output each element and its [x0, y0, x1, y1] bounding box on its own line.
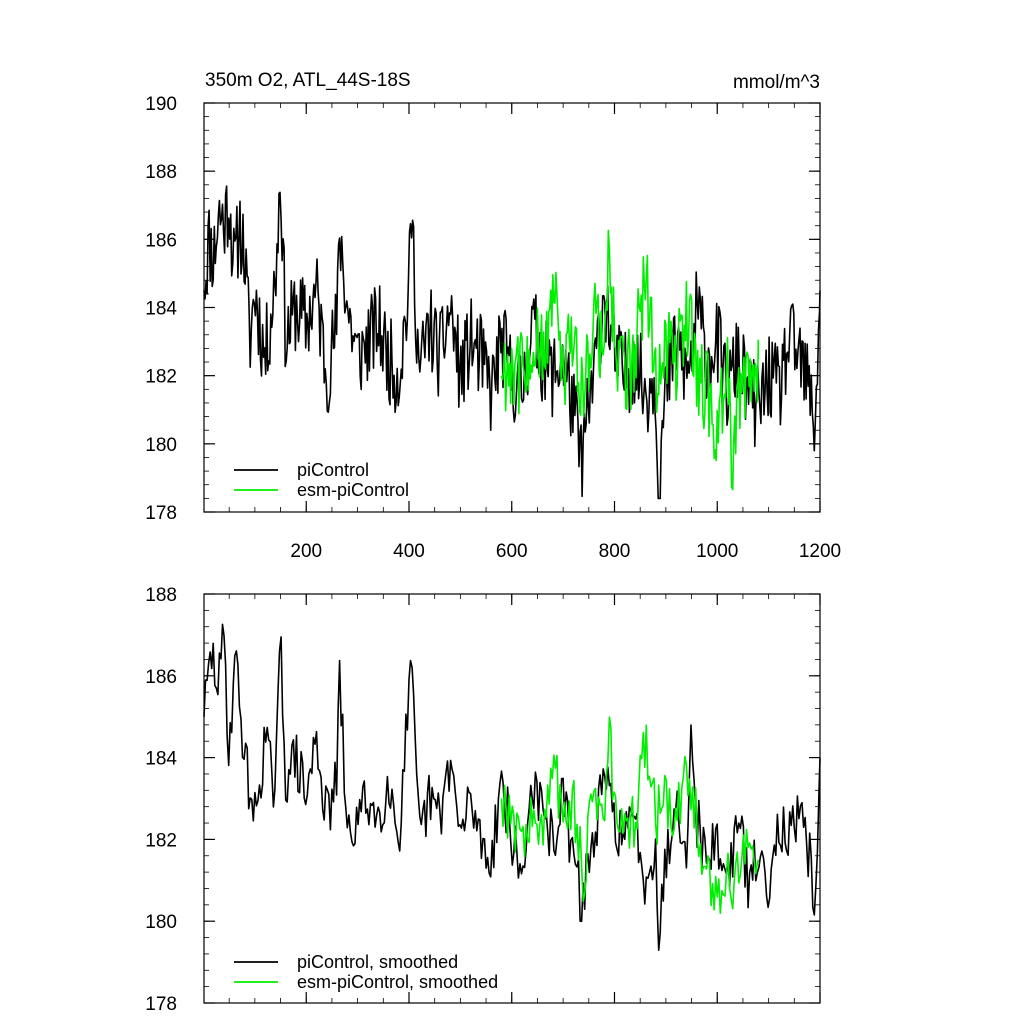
- series-group: [203, 623, 821, 952]
- y-tick-label: 188: [145, 585, 177, 606]
- chart-title: 350m O2, ATL_44S-18S: [205, 70, 411, 91]
- legend-label: piControl, smoothed: [297, 952, 458, 972]
- series-line-esm-picontrol: [500, 229, 760, 491]
- chart-units: mmol/m^3: [733, 72, 820, 93]
- y-tick-label: 188: [145, 162, 177, 183]
- y-tick-label: 178: [145, 503, 177, 524]
- legend-label: piControl: [297, 460, 369, 480]
- y-tick-label: 182: [145, 367, 177, 388]
- legend-label: esm-piControl, smoothed: [297, 972, 498, 992]
- y-tick-label: 184: [145, 299, 177, 320]
- y-tick-label: 180: [145, 912, 177, 933]
- legend-label: esm-piControl: [297, 480, 409, 500]
- axes: 178 180 182 184 186 188 190 200 400 600 800 1000 120…: [145, 94, 841, 562]
- chart-bottom: 178 180 182 184 186 188 piControl, smoothedes…: [145, 585, 821, 1015]
- x-tick-label: 400: [393, 541, 425, 562]
- chart-top: 350m O2, ATL_44S-18S mmol/m^3 1781801821…: [145, 70, 841, 562]
- x-tick-label: 600: [496, 541, 528, 562]
- y-tick-label: 186: [145, 667, 177, 688]
- y-tick-label: 184: [145, 749, 177, 770]
- plot-frame: [203, 593, 821, 1004]
- series-line-esm-picontrol-smoothed: [500, 716, 760, 915]
- y-tick-label: 178: [145, 994, 177, 1015]
- series-group: [203, 185, 821, 500]
- axes: 178 180 182 184 186 188: [145, 585, 821, 1015]
- x-tick-label: 800: [599, 541, 631, 562]
- x-tick-label: 1200: [799, 541, 841, 562]
- x-tick-label: 1000: [696, 541, 738, 562]
- series-line-picontrol-smoothed: [203, 623, 821, 952]
- y-tick-label: 182: [145, 830, 177, 851]
- x-tick-label: 200: [290, 541, 322, 562]
- y-tick-label: 190: [145, 94, 177, 115]
- y-tick-label: 186: [145, 230, 177, 251]
- y-tick-label: 180: [145, 435, 177, 456]
